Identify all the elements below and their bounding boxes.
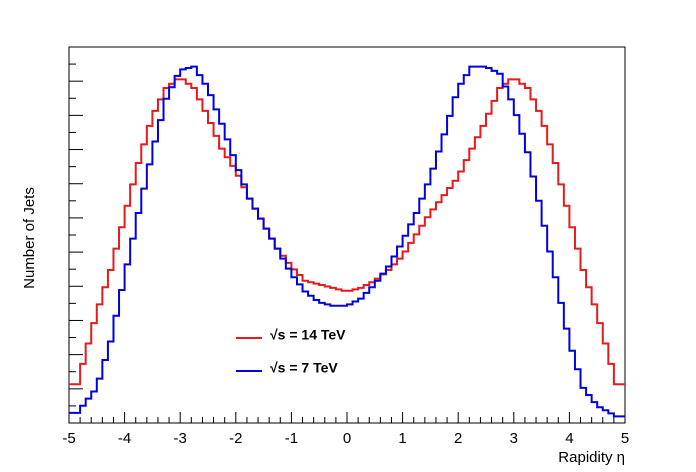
series-7tev-line	[69, 65, 625, 418]
x-tick-label: -1	[285, 430, 298, 447]
legend-label-7tev: √s = 7 TeV	[270, 360, 338, 376]
x-tick-label: -2	[229, 430, 242, 447]
x-tick-label: 4	[565, 430, 573, 447]
x-tick-label: 5	[621, 430, 629, 447]
x-tick-label: 0	[343, 430, 351, 447]
x-tick-label: -3	[174, 430, 187, 447]
series-14tev-line	[69, 78, 625, 386]
x-tick-label: 1	[398, 430, 406, 447]
legend: √s = 14 TeV √s = 7 TeV	[236, 327, 346, 376]
x-tick-label: 3	[510, 430, 518, 447]
x-tick-label: -5	[62, 430, 75, 447]
legend-label-14tev: √s = 14 TeV	[270, 327, 346, 343]
x-tick-labels: -5 -4 -3 -2 -1 0 1 2 3 4 5	[62, 430, 629, 447]
x-axis-label: Rapidity η	[558, 449, 625, 466]
axis-ticks	[68, 63, 626, 423]
series-layer	[69, 65, 625, 418]
x-tick-label: -4	[118, 430, 131, 447]
y-axis-label: Number of Jets	[21, 187, 38, 289]
x-tick-label: 2	[454, 430, 462, 447]
plot-frame	[68, 46, 626, 424]
